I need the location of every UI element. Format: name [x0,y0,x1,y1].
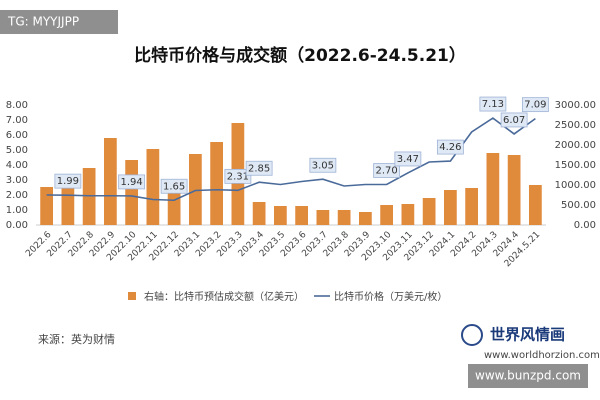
y2-tick-label: 2000.00 [555,140,596,151]
y-tick-label: 2.00 [6,190,28,201]
bar [337,210,351,225]
y-tick-label: 7.00 [6,115,28,126]
data-label: 6.07 [503,115,525,126]
bar [146,149,160,225]
data-label: 1.99 [57,176,79,187]
data-label: 3.05 [312,160,334,171]
logo-url: www.worldhorzion.com [484,350,600,361]
source: 来源：英为财情 [38,332,115,346]
data-label-box [54,173,82,189]
y2-tick-label: 2500.00 [555,120,596,131]
bar [104,138,117,225]
y-tick-label: 1.00 [6,205,28,216]
data-label-box [160,178,188,194]
bar [380,205,393,225]
bar [274,206,287,225]
data-label-box [118,174,146,190]
watermark: TG: MYYJJPP [7,15,79,29]
bar [210,142,223,225]
chart-title: 比特币价格与成交额（2022.6-24.5.21） [134,45,466,66]
data-label: 1.65 [163,181,185,192]
data-label: 2.70 [375,166,397,177]
data-label-box [479,96,507,112]
legend-label: 右轴：比特币预估成交额（亿美元） [144,290,304,303]
bar [125,160,138,225]
line [46,117,536,202]
data-label: 7.09 [524,100,546,111]
data-label: 2.31 [227,171,249,182]
bar [359,212,372,225]
y-tick-label: 4.00 [6,160,28,171]
y2-tick-label: 500.00 [561,200,596,211]
data-label-box [521,97,549,113]
bar [486,153,500,225]
data-label-box [224,168,252,184]
data-label: 4.26 [439,142,461,153]
bar [422,198,436,225]
y-tick-label: 6.00 [6,130,28,141]
bar [507,155,521,225]
data-label-box [245,160,273,176]
y2-tick-label: 1500.00 [555,160,596,171]
y-tick-label: 5.00 [6,145,28,156]
y-tick-label: 3.00 [6,175,28,186]
data-label-box [436,139,464,155]
bar [252,202,266,225]
bar [401,204,415,225]
data-label: 3.47 [397,154,419,165]
y-tick-label: 0.00 [6,220,28,231]
data-label-box [373,163,401,178]
footer-url: www.bunzpd.com [475,369,581,383]
y2-tick-label: 1000.00 [555,180,596,191]
bar [465,188,478,225]
bar [189,154,202,225]
watermark-bg [0,10,118,34]
legend-label: 比特币价格（万美元/枚） [334,290,447,303]
data-label-box [394,151,422,167]
logo-text: 世界风情画 [490,326,565,344]
y2-tick-label: 0.00 [574,220,596,231]
bar [40,187,53,225]
footer-bg [468,364,588,388]
data-label-box [309,157,337,173]
logo-icon [461,324,483,346]
bar [444,190,457,225]
bar [529,185,542,225]
bar [316,210,330,225]
data-label: 1.94 [120,177,142,188]
bar [295,206,308,225]
data-label: 2.85 [248,163,270,174]
data-label-box [500,112,528,128]
legend-swatch [128,292,136,300]
data-label: 7.13 [482,99,504,110]
y-tick-label: 8.00 [6,100,28,111]
y2-tick-label: 3000.00 [555,100,596,111]
